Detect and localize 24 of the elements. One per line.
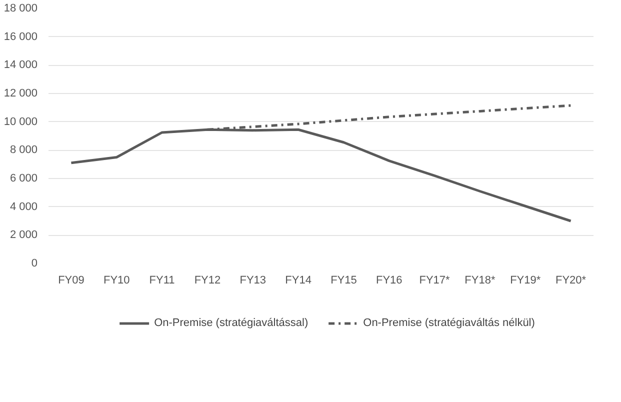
y-tick-label: 16 000 <box>4 30 38 43</box>
x-tick-label: FY16 <box>376 274 402 286</box>
x-tick-label: FY13 <box>240 274 266 286</box>
y-tick-label: 6 000 <box>10 172 38 184</box>
y-tick-label: 4 000 <box>10 200 38 213</box>
legend-label: On-Premise (stratégiaváltás nélkül) <box>363 317 535 329</box>
x-tick-label: FY15 <box>330 274 357 286</box>
y-tick-label: 0 <box>31 258 38 270</box>
x-tick-label: FY17* <box>419 274 451 286</box>
x-tick-label: FY20* <box>556 274 587 286</box>
x-tick-label: FY12 <box>194 274 221 286</box>
y-tick-label: 10 000 <box>4 116 38 128</box>
y-tick-label: 2 000 <box>10 229 38 242</box>
legend-label: On-Premise (stratégiaváltással) <box>154 317 308 329</box>
x-tick-label: FY10 <box>103 274 130 286</box>
x-tick-label: FY11 <box>149 274 175 286</box>
y-tick-label: 8 000 <box>10 144 38 156</box>
x-tick-label: FY19* <box>510 274 542 286</box>
y-tick-label: 12 000 <box>4 88 38 100</box>
y-tick-label: 14 000 <box>4 59 38 72</box>
x-tick-label: FY09 <box>58 274 84 286</box>
x-tick-label: FY14 <box>285 274 312 286</box>
x-tick-label: FY18* <box>464 274 496 286</box>
y-tick-label: 18 000 <box>4 2 38 14</box>
